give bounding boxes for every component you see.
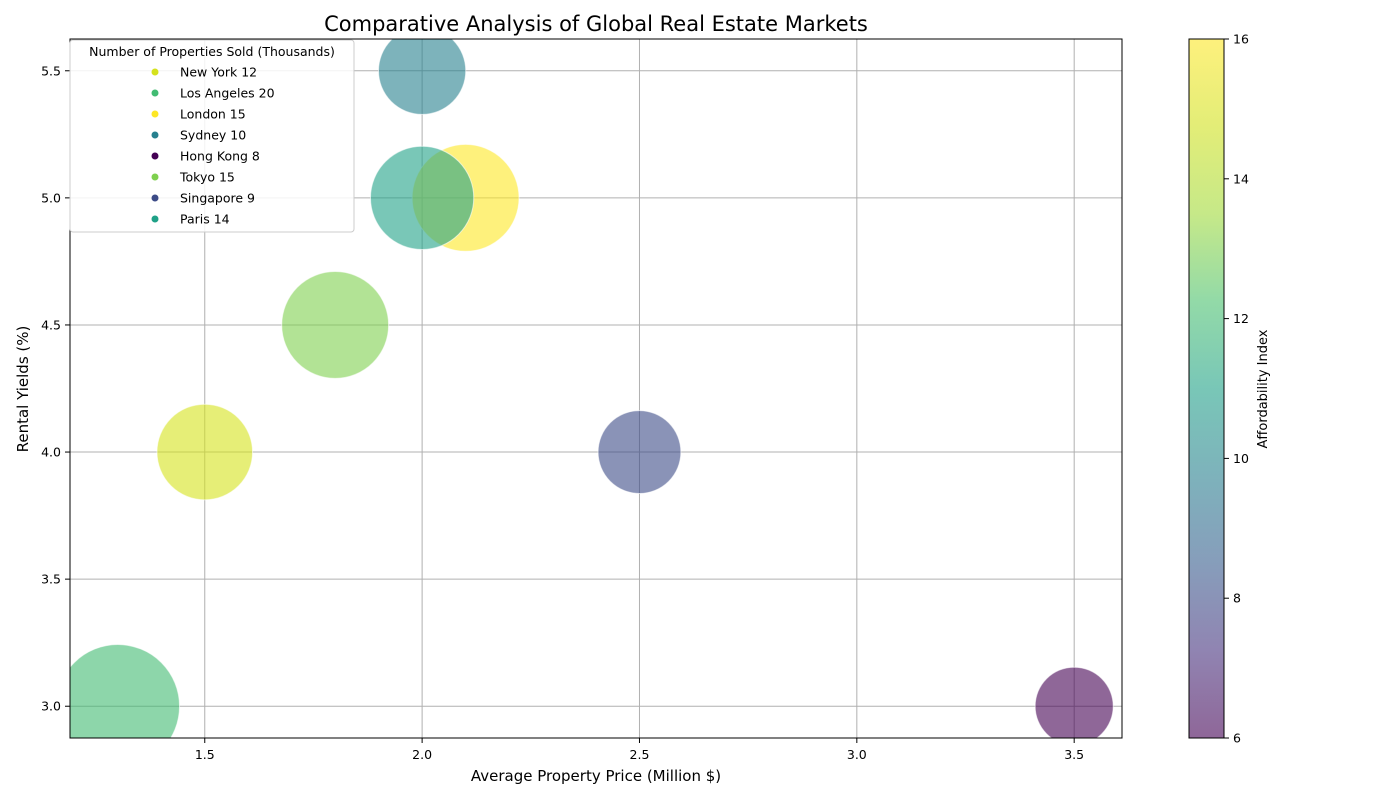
x-axis-label: Average Property Price (Million $) [471,767,721,785]
legend-entry: Singapore 9 [180,191,255,206]
legend-marker [151,215,159,223]
y-axis-ticks: 3.0 3.5 4.0 4.5 5.0 5.5 [41,63,70,714]
legend-marker [151,110,159,118]
legend-entry: Tokyo 15 [179,170,235,185]
bubble-paris [369,145,475,250]
colorbar-gradient [1188,38,1225,739]
x-tick-label: 1.5 [195,747,215,762]
colorbar-tick-label: 14 [1233,171,1249,186]
x-tick-label: 3.5 [1064,747,1084,762]
y-tick-label: 4.0 [41,445,61,460]
bubble-hong-kong [1034,666,1114,738]
y-tick-label: 5.5 [41,63,61,78]
colorbar-tick-label: 8 [1233,591,1241,606]
bubble-tokyo [281,271,390,379]
bubble-sydney [377,39,467,115]
bubble-new-york [156,403,254,501]
legend-entry: Hong Kong 8 [180,149,260,164]
legend-marker [151,173,159,181]
y-axis-label: Rental Yields (%) [14,326,32,453]
y-tick-label: 3.5 [41,572,61,587]
colorbar-tick-label: 16 [1233,32,1249,47]
legend-marker [151,131,159,139]
colorbar: 6 8 10 12 14 16 Affordability Index [1188,32,1271,746]
x-tick-label: 2.0 [412,747,432,762]
legend-box [69,39,355,233]
x-tick-label: 3.0 [847,747,867,762]
legend-entry: New York 12 [180,65,257,80]
colorbar-tick-label: 12 [1233,311,1249,326]
legend-entry: Sydney 10 [180,128,246,143]
y-tick-label: 3.0 [41,699,61,714]
chart-title: Comparative Analysis of Global Real Esta… [324,12,868,36]
bubble-singapore [597,410,682,494]
colorbar-label: Affordability Index [1256,329,1271,448]
bubble-los-angeles [70,644,181,738]
legend-marker [151,194,159,202]
x-axis-ticks: 1.5 2.0 2.5 3.0 3.5 [195,738,1084,762]
bubble-layer [70,39,1114,738]
legend: Number of Properties Sold (Thousands) Ne… [69,39,355,233]
colorbar-tick-label: 10 [1233,451,1249,466]
legend-entry: London 15 [180,107,246,122]
legend-marker [151,152,159,160]
legend-entry: Los Angeles 20 [180,86,275,101]
y-tick-label: 5.0 [41,190,61,205]
x-tick-label: 2.5 [630,747,650,762]
legend-title: Number of Properties Sold (Thousands) [89,44,335,59]
legend-marker [151,68,159,76]
y-tick-label: 4.5 [41,317,61,332]
legend-entry: Paris 14 [180,212,230,227]
colorbar-tick-label: 6 [1233,731,1241,746]
legend-marker [151,89,159,97]
plot-frame [69,38,1123,739]
